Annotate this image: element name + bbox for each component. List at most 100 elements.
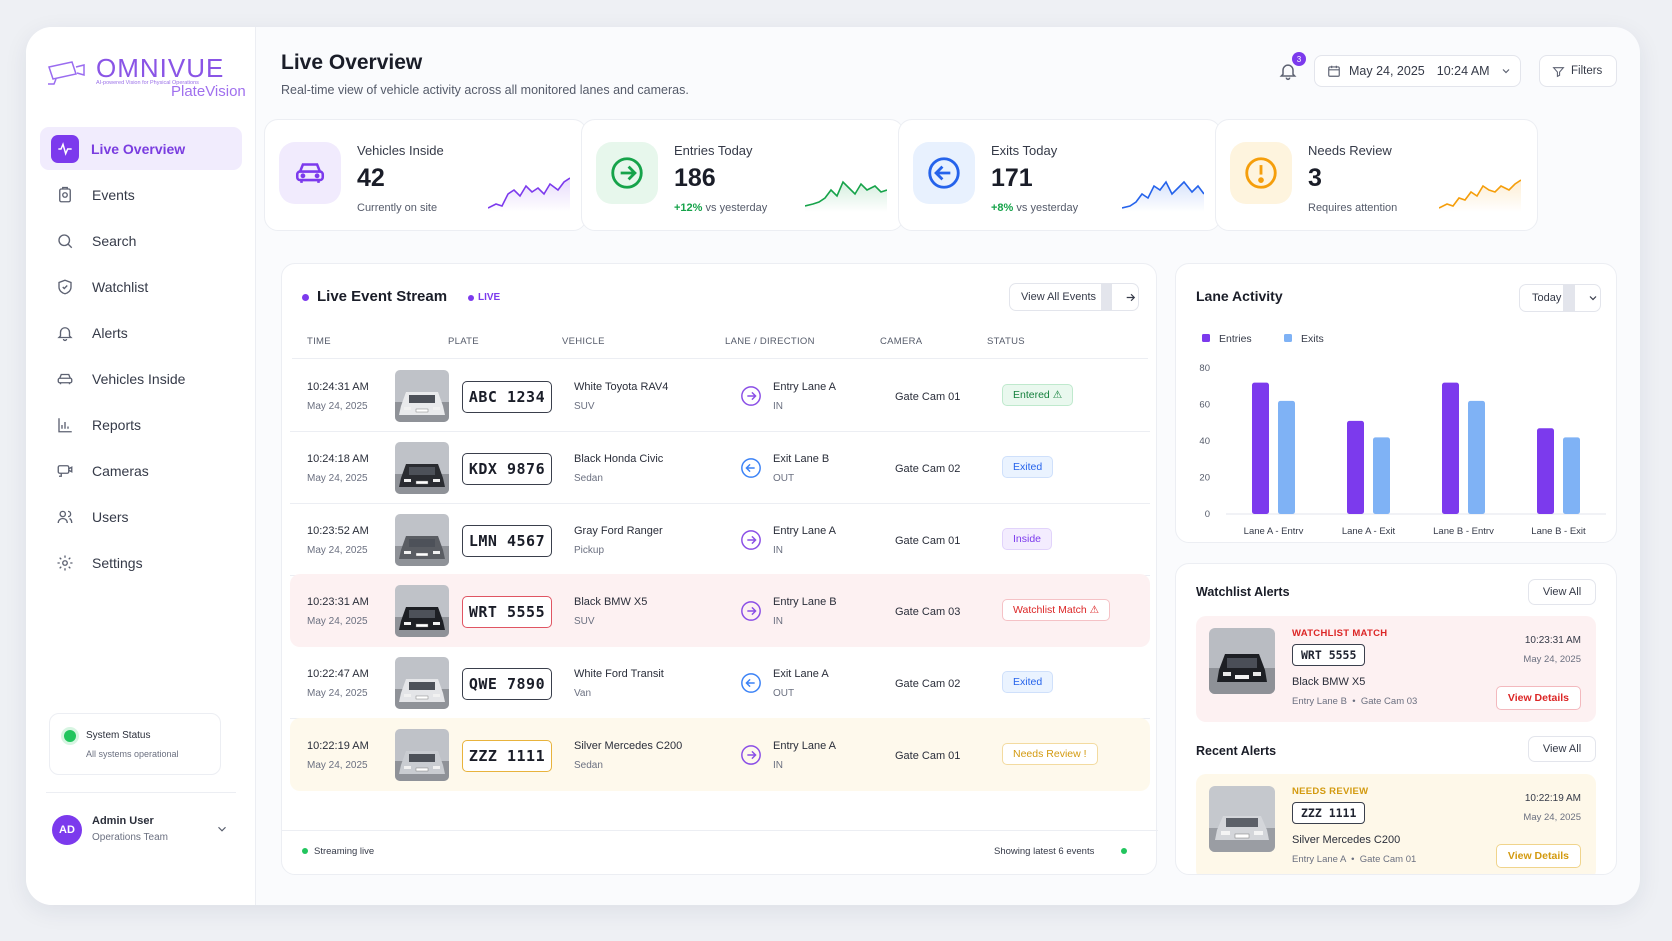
alerts-card: Watchlist Alerts View All WATCHLIST MATC…: [1175, 563, 1617, 875]
car-icon: [56, 370, 74, 388]
stat-delta: +8%: [991, 202, 1014, 214]
license-plate[interactable]: ABC 1234: [462, 381, 552, 413]
license-plate[interactable]: ZZZ 1111: [462, 740, 552, 772]
streaming-status: Streaming live: [314, 846, 375, 857]
sidebar-divider: [46, 792, 236, 793]
events-icon: [56, 186, 74, 204]
lane-name: Exit Lane A: [773, 668, 829, 680]
stat-card-entries-today[interactable]: Entries Today 186 +12% vs yesterday: [581, 119, 904, 231]
column-header-status[interactable]: STATUS: [987, 336, 1025, 347]
view-details-button[interactable]: View Details: [1495, 844, 1581, 868]
lane-activity-card: Lane Activity Today Entries Exits 0 20 40 60 8…: [1175, 263, 1617, 543]
bar-entries: [1252, 382, 1269, 514]
sidebar-item-cameras[interactable]: Cameras: [40, 449, 242, 492]
entry-arrow-icon: [741, 386, 761, 406]
sidebar-item-search[interactable]: Search: [40, 219, 242, 262]
view-details-button[interactable]: View Details: [1495, 686, 1581, 710]
vehicle-thumbnail[interactable]: [395, 370, 449, 422]
filters-label: Filters: [1571, 65, 1603, 77]
calendar-icon: [1328, 65, 1340, 77]
table-row[interactable]: 10:23:52 AM May 24, 2025 LMN 4567 Gray Ford…: [290, 503, 1150, 576]
sparkline: [1122, 180, 1204, 212]
alert-vehicle: Silver Mercedes C200: [1292, 834, 1401, 846]
filters-button[interactable]: Filters: [1539, 55, 1617, 87]
camera-name: Gate Cam 01: [895, 535, 961, 547]
x-tick-label: Lane A - Exit: [1342, 526, 1396, 534]
lane-direction: IN: [773, 760, 783, 771]
exit-arrow-icon: [741, 673, 761, 693]
system-status-subtitle: All systems operational: [86, 749, 179, 759]
stat-label: Needs Review: [1308, 143, 1392, 158]
license-plate[interactable]: QWE 7890: [462, 668, 552, 700]
license-plate[interactable]: LMN 4567: [462, 525, 552, 557]
event-time: 10:22:47 AM: [307, 668, 369, 680]
brand-logo[interactable]: OMNIVUE AI-powered Vision for Physical O…: [46, 51, 246, 101]
lane-name: Entry Lane B: [773, 596, 837, 608]
sidebar-item-live-overview[interactable]: Live Overview: [40, 127, 242, 170]
column-header-camera[interactable]: CAMERA: [880, 336, 923, 347]
exit-arrow-icon: [741, 458, 761, 478]
arrow-right-icon: [1112, 291, 1138, 304]
event-date: May 24, 2025: [307, 616, 368, 627]
license-plate[interactable]: KDX 9876: [462, 453, 552, 485]
vehicle-thumbnail[interactable]: [395, 729, 449, 781]
vehicle-thumbnail[interactable]: [395, 514, 449, 566]
sidebar-item-alerts[interactable]: Alerts: [40, 311, 242, 354]
sidebar-item-label: Events: [92, 186, 135, 203]
stat-label: Vehicles Inside: [357, 143, 444, 158]
stat-card-exits-today[interactable]: Exits Today 171 +8% vs yesterday: [898, 119, 1221, 231]
sidebar-item-settings[interactable]: Settings: [40, 541, 242, 584]
column-header-vehicle[interactable]: VEHICLE: [562, 336, 605, 347]
vehicle-thumbnail[interactable]: [395, 442, 449, 494]
chevron-down-icon: [1575, 292, 1600, 304]
view-all-events-button[interactable]: View All Events: [1009, 283, 1139, 311]
user-menu[interactable]: AD Admin User Operations Team: [52, 812, 232, 852]
column-header-plate[interactable]: PLATE: [448, 336, 479, 347]
column-header-lane-direction[interactable]: LANE / DIRECTION: [725, 336, 815, 347]
sidebar-item-watchlist[interactable]: Watchlist: [40, 265, 242, 308]
y-tick-label: 60: [1199, 400, 1210, 411]
alert-date: May 24, 2025: [1523, 654, 1581, 665]
vehicle-name: Black BMW X5: [574, 596, 648, 608]
table-row[interactable]: 10:24:18 AM May 24, 2025 KDX 9876 Black Hon…: [290, 431, 1150, 504]
watchlist-alert-item[interactable]: WATCHLIST MATCH WRT 5555 Black BMW X5 En…: [1196, 616, 1596, 722]
range-select[interactable]: Today: [1519, 284, 1601, 312]
sidebar-item-vehicles-inside[interactable]: Vehicles Inside: [40, 357, 242, 400]
vehicle-thumbnail[interactable]: [395, 585, 449, 637]
stat-card-vehicles-inside[interactable]: Vehicles Inside 42 Currently on site: [264, 119, 587, 231]
table-row[interactable]: 10:24:31 AM May 24, 2025 ABC 1234 White Toy…: [290, 359, 1150, 432]
status-badge: Exited: [1002, 456, 1054, 478]
event-time: 10:22:19 AM: [307, 740, 369, 752]
sidebar-item-reports[interactable]: Reports: [40, 403, 242, 446]
vehicle-thumbnail[interactable]: [395, 657, 449, 709]
table-row[interactable]: 10:22:19 AM May 24, 2025 ZZZ 1111 Silver Me…: [290, 718, 1150, 791]
entry-arrow-icon: [741, 601, 761, 621]
app-window: OMNIVUE AI-powered Vision for Physical O…: [26, 27, 1640, 905]
sidebar-item-users[interactable]: Users: [40, 495, 242, 538]
notification-bell-icon[interactable]: [1278, 61, 1298, 81]
y-tick-label: 0: [1205, 509, 1210, 520]
table-row[interactable]: 10:23:31 AM May 24, 2025 WRT 5555 Black BMW…: [290, 574, 1150, 647]
date-time-picker[interactable]: May 24, 2025 10:24 AM: [1314, 55, 1521, 87]
watchlist-view-all-button[interactable]: View All: [1528, 579, 1596, 605]
recent-view-all-button[interactable]: View All: [1528, 736, 1596, 762]
event-date: May 24, 2025: [307, 760, 368, 771]
table-row[interactable]: 10:22:47 AM May 24, 2025 QWE 7890 White For…: [290, 646, 1150, 719]
car-icon: [279, 142, 341, 204]
streaming-dot-icon: [302, 848, 308, 854]
sidebar-item-label: Live Overview: [91, 140, 186, 157]
live-event-stream: Live Event Stream LIVE View All Events T…: [281, 263, 1158, 875]
sidebar-item-events[interactable]: Events: [40, 173, 242, 216]
chevron-down-icon: [1502, 69, 1510, 74]
recent-alert-item[interactable]: NEEDS REVIEW ZZZ 1111 Silver Mercedes C2…: [1196, 774, 1596, 874]
brand-name: OMNIVUE: [96, 53, 225, 83]
y-tick-label: 80: [1199, 363, 1210, 374]
bar-exits: [1373, 437, 1390, 514]
lane-name: Entry Lane A: [773, 381, 836, 393]
vehicle-type: Pickup: [574, 545, 605, 556]
event-time: 10:23:52 AM: [307, 525, 369, 537]
license-plate[interactable]: WRT 5555: [462, 596, 552, 628]
column-header-time[interactable]: TIME: [307, 336, 331, 347]
alert-tag: WATCHLIST MATCH: [1292, 628, 1388, 639]
stat-card-needs-review[interactable]: Needs Review 3 Requires attention: [1215, 119, 1538, 231]
